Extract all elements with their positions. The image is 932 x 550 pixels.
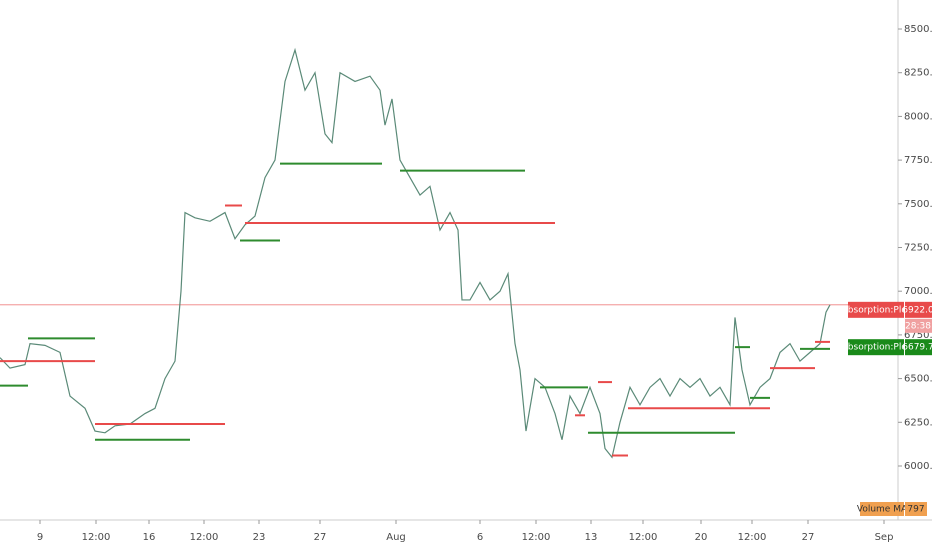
y-tick-label: 6750.0 — [904, 330, 932, 341]
last-price-name-box — [848, 301, 904, 318]
y-tick-label: 8250.0 — [904, 68, 932, 79]
x-tick-label: Sep — [875, 532, 894, 543]
y-tick-label: 8500.0 — [904, 24, 932, 35]
support-value: 6679.7 — [902, 343, 932, 353]
volume-ma-value: 797 — [907, 505, 924, 515]
volume-ma-name: Volume MA — [857, 505, 908, 515]
price-line — [0, 47, 831, 459]
x-tick-label: 12:00 — [629, 532, 658, 543]
volume-ma-value-box — [905, 502, 927, 516]
x-tick-label: 27 — [314, 532, 327, 543]
x-tick-label: Aug — [386, 532, 406, 543]
support-value-box — [905, 339, 932, 356]
x-tick-label: 12:00 — [738, 532, 767, 543]
x-tick-label: 23 — [253, 532, 266, 543]
x-tick-label: 12:00 — [522, 532, 551, 543]
x-tick-label: 12:00 — [82, 532, 111, 543]
y-tick-label: 7750.0 — [904, 155, 932, 166]
y-tick-label: 8000.0 — [904, 111, 932, 122]
x-tick-label: 9 — [37, 532, 43, 543]
last-price-name: Absorption:Plot — [842, 305, 911, 315]
x-tick-label: 27 — [802, 532, 815, 543]
y-tick-label: 7250.0 — [904, 243, 932, 254]
x-tick-label: 12:00 — [190, 532, 219, 543]
timer-box — [905, 318, 932, 333]
x-tick-label: 6 — [477, 532, 483, 543]
last-price-value: 6922.0 — [902, 305, 932, 315]
x-tick-label: 16 — [143, 532, 156, 543]
support-name-box — [848, 339, 904, 356]
volume-ma-name-box — [860, 502, 904, 516]
support-name: Absorption:Plot — [842, 343, 911, 353]
y-tick-label: 6250.0 — [904, 417, 932, 428]
y-tick-label: 7000.0 — [904, 286, 932, 297]
x-tick-label: 13 — [585, 532, 598, 543]
timer: 28:38 — [905, 321, 931, 331]
y-tick-label: 6500.0 — [904, 374, 932, 385]
last-price-value-box — [905, 301, 932, 318]
y-tick-label: 7500.0 — [904, 199, 932, 210]
y-tick-label: 6000.0 — [904, 461, 932, 472]
x-tick-label: 20 — [695, 532, 708, 543]
